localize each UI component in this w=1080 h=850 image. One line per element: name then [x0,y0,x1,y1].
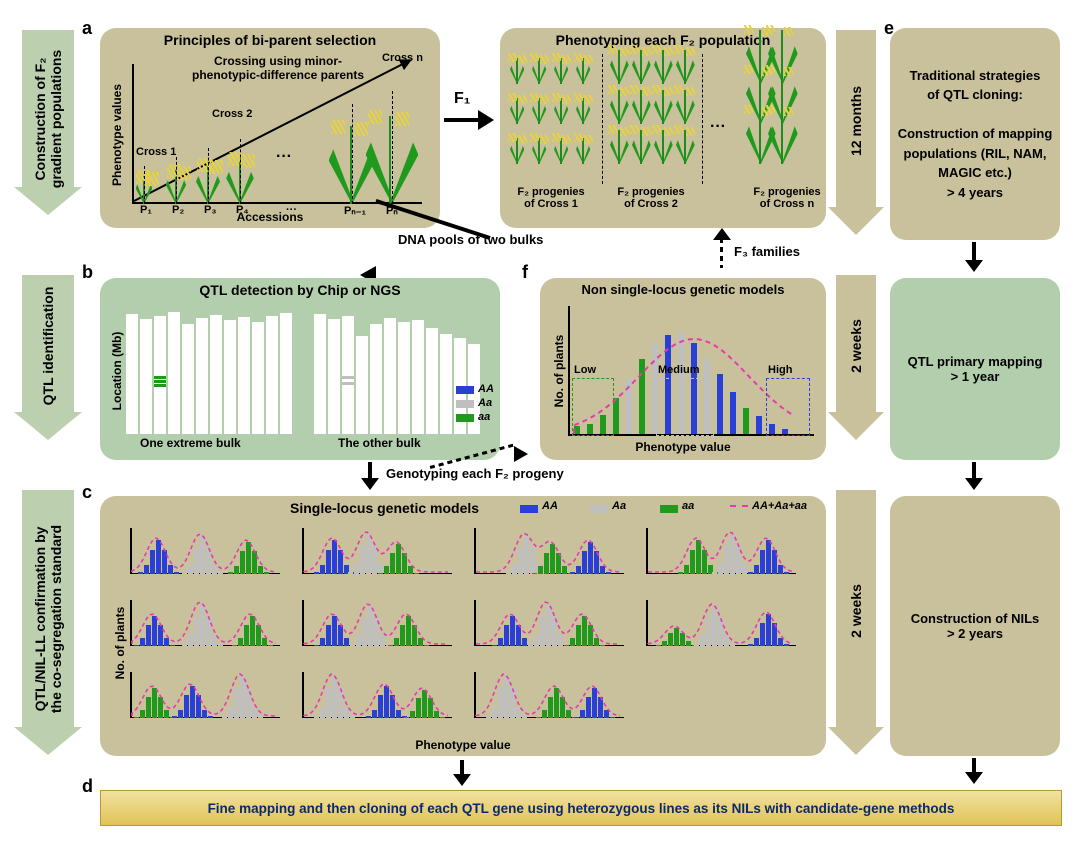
mini-chart [130,596,280,646]
arrow-2weeks-1: 2 weeks [836,275,876,440]
arrow-f3 [712,232,732,268]
plant-1 [166,170,186,204]
mini-chart [302,524,452,574]
arrow-12months: 12 months [836,30,876,235]
tag-d: d [82,776,93,797]
arrow-e [964,242,984,274]
arrow-f1: F₁ [444,110,494,130]
label-dna-pools: DNA pools of two bulks [398,232,543,247]
arrow-qtl-id-label: QTL identification [40,246,56,446]
arrow-genotyping [360,462,380,490]
plant-0 [136,176,153,204]
tag-b: b [82,262,93,283]
mini-chart [646,596,796,646]
panel-e-mid: QTL primary mapping > 1 year [890,278,1060,460]
mini-chart [474,524,624,574]
mini-chart [646,524,796,574]
panel-phenotyping: Phenotyping each F₂ populationF₂ progeni… [500,28,826,228]
plant-3 [226,158,254,204]
mini-chart [474,668,624,718]
arrow-2weeks-1-label: 2 weeks [848,246,864,446]
arrow-e [964,462,984,492]
mini-chart [130,524,280,574]
tag-a: a [82,18,92,39]
mini-chart [302,596,452,646]
panel-e-bot: Construction of NILs > 2 years [890,496,1060,756]
panel-e-top: Traditional strategies of QTL cloning: C… [890,28,1060,240]
tag-c: c [82,482,92,503]
panel-a-title: Principles of bi-parent selection [100,32,440,48]
panel-bi-parent: Principles of bi-parent selectionCrossin… [100,28,440,228]
arrow-confirmation-label: QTL/NIL-LL confirmation by the co-segreg… [32,519,64,719]
arrow-confirmation: QTL/NIL-LL confirmation by the co-segreg… [22,490,74,755]
plant-5 [366,116,419,204]
mini-chart [474,596,624,646]
arrow-to-d [452,760,472,786]
arrow-12months-label: 12 months [848,21,864,221]
arrow-e [964,758,984,786]
panel-fine-mapping: Fine mapping and then cloning of each QT… [100,790,1062,826]
panel-single-locus: Single-locus genetic modelsAAAaaaAA+Aa+a… [100,496,826,756]
panel-non-single-locus: Non single-locus genetic modelsNo. of pl… [540,278,826,460]
plant-2 [196,164,220,204]
arrow-construction-label: Construction of F₂ gradient populations [32,19,64,219]
tag-f: f [522,262,528,283]
panel-qtl-detection: QTL detection by Chip or NGSLocation (Mb… [100,278,500,460]
arrow-qtl-id: QTL identification [22,275,74,440]
mini-chart [302,668,452,718]
arrow-construction: Construction of F₂ gradient populations [22,30,74,215]
arrow-2weeks-2: 2 weeks [836,490,876,755]
arrow-2weeks-2-label: 2 weeks [848,511,864,711]
mini-chart [130,668,280,718]
